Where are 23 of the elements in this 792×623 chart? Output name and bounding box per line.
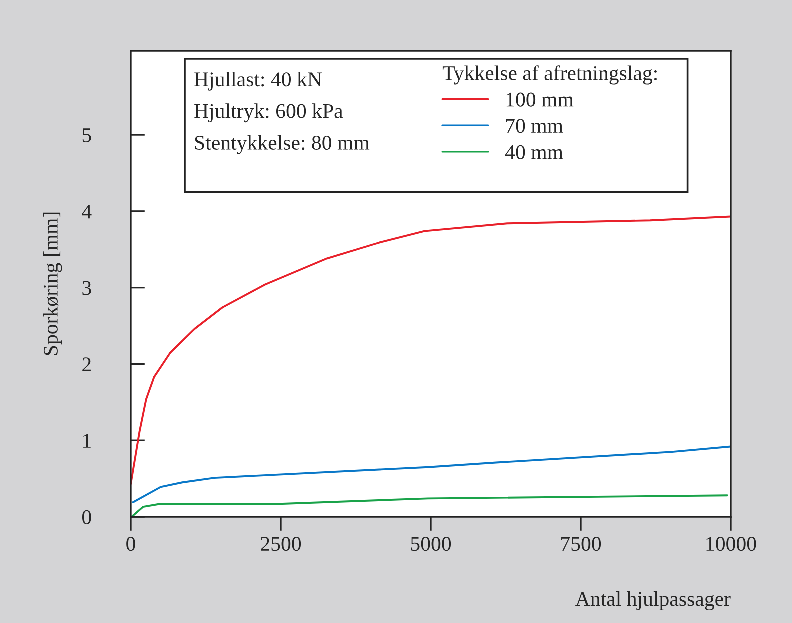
y-tick-label: 2 xyxy=(82,358,91,372)
y-tick-label: 4 xyxy=(82,204,92,219)
x-tick-label: 7500 xyxy=(562,537,602,552)
legend-title: Tykkelse af afretningslag: xyxy=(442,66,657,85)
line-series xyxy=(132,446,731,504)
y-tick-label: 1 xyxy=(84,434,91,448)
x-tick-label: 10000 xyxy=(706,537,756,552)
x-tick-label: 5000 xyxy=(411,537,452,552)
y-axis-title: Sporkøring [mm] xyxy=(43,212,62,356)
x-tick-label: 2500 xyxy=(261,537,302,552)
legend-label: 100 mm xyxy=(506,92,574,107)
legend-label: 70 mm xyxy=(506,119,564,134)
x-tick-label: 0 xyxy=(126,537,136,552)
y-tick-label: 0 xyxy=(82,510,92,524)
annotation: Hjultryk: 600 kPa xyxy=(194,104,344,123)
y-tick-label: 3 xyxy=(82,281,92,296)
x-axis-title: Antal hjulpassager xyxy=(576,592,731,611)
annotation: Hjullast: 40 kN xyxy=(194,72,322,91)
line-series xyxy=(131,216,731,486)
annotation: Stentykkelse: 80 mm xyxy=(195,135,370,154)
y-tick-label: 5 xyxy=(82,128,92,142)
line-series xyxy=(131,494,728,517)
legend-label: 40 mm xyxy=(505,145,564,160)
